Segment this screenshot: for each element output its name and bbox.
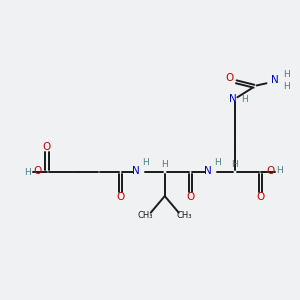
Text: N: N [204, 166, 212, 176]
Text: CH₃: CH₃ [176, 211, 192, 220]
Text: H: H [276, 166, 283, 175]
Text: O: O [266, 166, 274, 176]
Text: O: O [43, 142, 51, 152]
Text: O: O [116, 192, 124, 202]
Text: N: N [132, 166, 140, 176]
Text: O: O [34, 166, 42, 176]
Text: H: H [142, 158, 149, 167]
Text: H: H [241, 94, 248, 103]
Text: O: O [186, 192, 195, 202]
Text: H: H [24, 168, 31, 177]
Text: H: H [161, 160, 168, 169]
Text: N: N [271, 75, 278, 85]
Text: H: H [284, 82, 290, 91]
Text: O: O [226, 73, 234, 83]
Text: CH₃: CH₃ [138, 211, 153, 220]
Text: H: H [284, 70, 290, 79]
Text: O: O [256, 192, 265, 202]
Text: H: H [231, 160, 238, 169]
Text: H: H [214, 158, 221, 167]
Text: N: N [230, 94, 237, 104]
